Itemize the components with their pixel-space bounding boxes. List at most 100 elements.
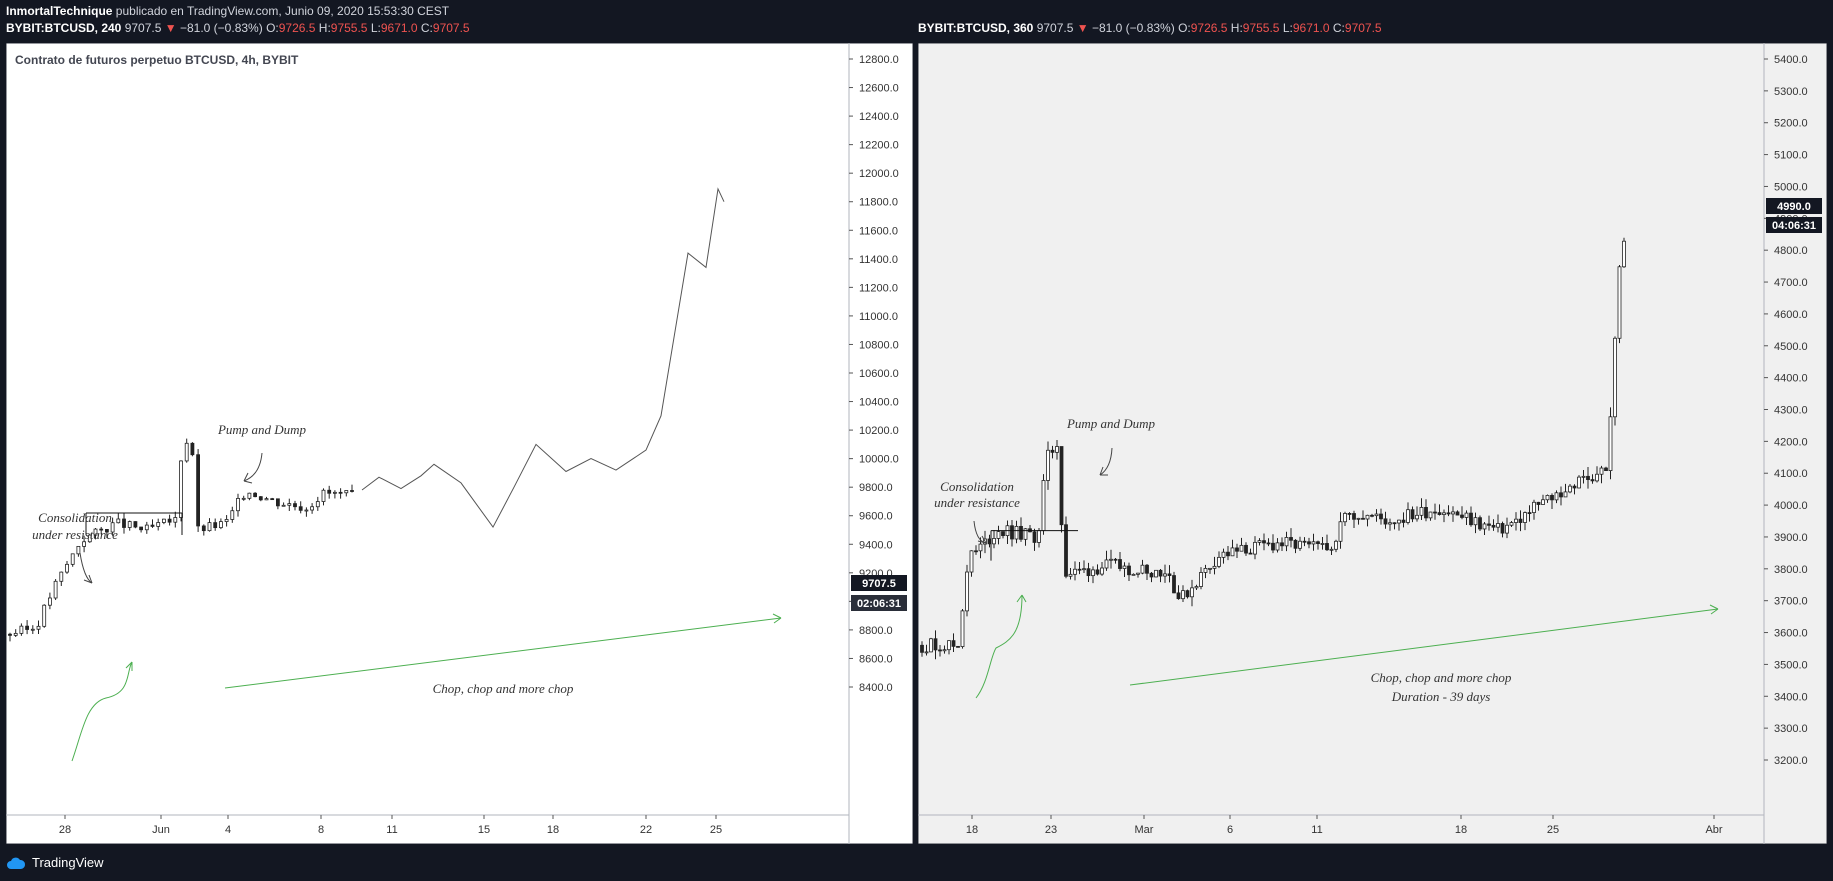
x-tick: 8 xyxy=(318,815,324,836)
candle xyxy=(1325,534,1329,551)
svg-text:4990.0: 4990.0 xyxy=(1777,201,1811,213)
y-tick: 9800.0 xyxy=(849,482,893,494)
candle xyxy=(1275,538,1280,553)
last-price: 9707.5 xyxy=(1036,21,1074,35)
x-axis[interactable]: 28 Jun 4 8 11 15 18 22 25 xyxy=(59,815,722,836)
candle xyxy=(59,571,64,586)
candle xyxy=(224,515,229,527)
candle xyxy=(207,518,212,532)
candle xyxy=(1581,470,1586,484)
candle xyxy=(1388,518,1392,531)
y-tick: 11400.0 xyxy=(849,254,898,266)
y-axis[interactable]: 3200.0 3300.0 3400.0 3500.0 3600.0 3700.0 3800… xyxy=(1764,54,1808,767)
y-tick-label: 11800.0 xyxy=(859,197,898,209)
candle xyxy=(1563,483,1568,498)
symbol-name[interactable]: BYBIT:BTCUSD, 240 xyxy=(6,21,122,35)
candle xyxy=(1208,567,1212,574)
y-tick: 11800.0 xyxy=(849,197,898,209)
candle xyxy=(196,449,201,532)
publish-info: publicado en TradingView.com, Junio 09, … xyxy=(115,4,450,18)
x-tick-label: 11 xyxy=(1311,824,1322,836)
y-tick-label: 9800.0 xyxy=(859,482,893,494)
y-tick-label: 10200.0 xyxy=(859,425,899,437)
annotation-pump: Pump and Dump xyxy=(217,422,307,437)
candle xyxy=(938,645,942,657)
y-tick: 4700.0 xyxy=(1764,277,1808,289)
candle xyxy=(1329,546,1334,555)
candle xyxy=(1572,484,1577,495)
green-curve-arrow xyxy=(71,661,133,762)
chart-panel-left[interactable]: Contrato de futuros perpetuo BTCUSD, 4h,… xyxy=(6,43,913,844)
y-tick-label: 5000.0 xyxy=(1774,181,1808,193)
candle xyxy=(942,645,947,654)
y-tick: 12800.0 xyxy=(849,54,899,66)
annotation-pump: Pump and Dump xyxy=(1066,416,1156,431)
candle xyxy=(1226,546,1230,561)
green-trend-arrow xyxy=(224,617,782,689)
candle xyxy=(1415,506,1419,522)
x-tick: 28 xyxy=(59,815,71,836)
candle xyxy=(1131,573,1136,576)
y-tick: 8600.0 xyxy=(849,653,893,665)
candle xyxy=(1068,568,1073,580)
candle xyxy=(960,608,965,649)
candle xyxy=(1284,531,1289,552)
tradingview-logo[interactable]: TradingView xyxy=(32,855,104,870)
y-tick-label: 9600.0 xyxy=(859,511,893,523)
y-tick-label: 10000.0 xyxy=(859,454,899,466)
candle xyxy=(1248,548,1253,555)
candle xyxy=(1599,465,1604,484)
candle xyxy=(298,501,303,514)
candle xyxy=(270,497,275,501)
publish-header: InmortalTechnique publicado en TradingVi… xyxy=(6,4,449,18)
symbol-name[interactable]: BYBIT:BTCUSD, 360 xyxy=(918,21,1034,35)
candle xyxy=(1244,542,1248,556)
candle xyxy=(1136,572,1140,578)
candle xyxy=(1181,585,1185,603)
candle xyxy=(139,526,144,533)
candle xyxy=(1154,569,1158,578)
candle xyxy=(1401,512,1406,528)
last-price: 9707.5 xyxy=(124,21,162,35)
candle xyxy=(1410,506,1415,523)
candle xyxy=(1293,539,1298,554)
candle xyxy=(1194,584,1199,590)
candle xyxy=(133,521,138,529)
y-tick: 4200.0 xyxy=(1764,436,1808,448)
candle xyxy=(1397,519,1401,531)
candle xyxy=(144,521,149,534)
candle xyxy=(201,524,206,536)
x-tick: Abr xyxy=(1705,815,1723,836)
author-name[interactable]: InmortalTechnique xyxy=(6,4,113,18)
chart-panel-right[interactable]: 3200.0 3300.0 3400.0 3500.0 3600.0 3700.0 3800… xyxy=(918,43,1827,844)
down-arrow-icon: ▼ xyxy=(164,21,177,35)
candle xyxy=(1523,511,1527,531)
x-tick: 11 xyxy=(386,815,398,836)
candle xyxy=(1311,533,1316,551)
candle xyxy=(122,513,126,534)
candles xyxy=(920,237,1626,660)
candle xyxy=(1059,446,1064,533)
y-tick-label: 3400.0 xyxy=(1774,691,1808,703)
candle xyxy=(167,514,172,526)
candle xyxy=(1055,440,1059,460)
y-tick-label: 9400.0 xyxy=(859,539,893,551)
x-tick: Jun xyxy=(152,815,170,836)
open-value: 9726.5 xyxy=(278,21,316,35)
candle xyxy=(1460,506,1464,520)
candle xyxy=(1608,407,1613,480)
candle xyxy=(315,496,320,511)
y-tick: 5100.0 xyxy=(1764,150,1808,162)
candle xyxy=(1271,534,1275,554)
candle xyxy=(1257,538,1262,546)
y-tick-label: 3500.0 xyxy=(1774,659,1808,671)
candle xyxy=(1199,567,1203,590)
candle xyxy=(287,498,292,511)
candle xyxy=(1113,558,1118,564)
x-axis[interactable]: 18 23 Mar 6 11 18 25 Abr xyxy=(966,815,1723,836)
x-tick: 23 xyxy=(1045,815,1057,836)
candle xyxy=(150,519,155,528)
candle xyxy=(1361,510,1365,520)
candle xyxy=(1590,474,1595,484)
x-tick-label: Mar xyxy=(1135,824,1154,836)
